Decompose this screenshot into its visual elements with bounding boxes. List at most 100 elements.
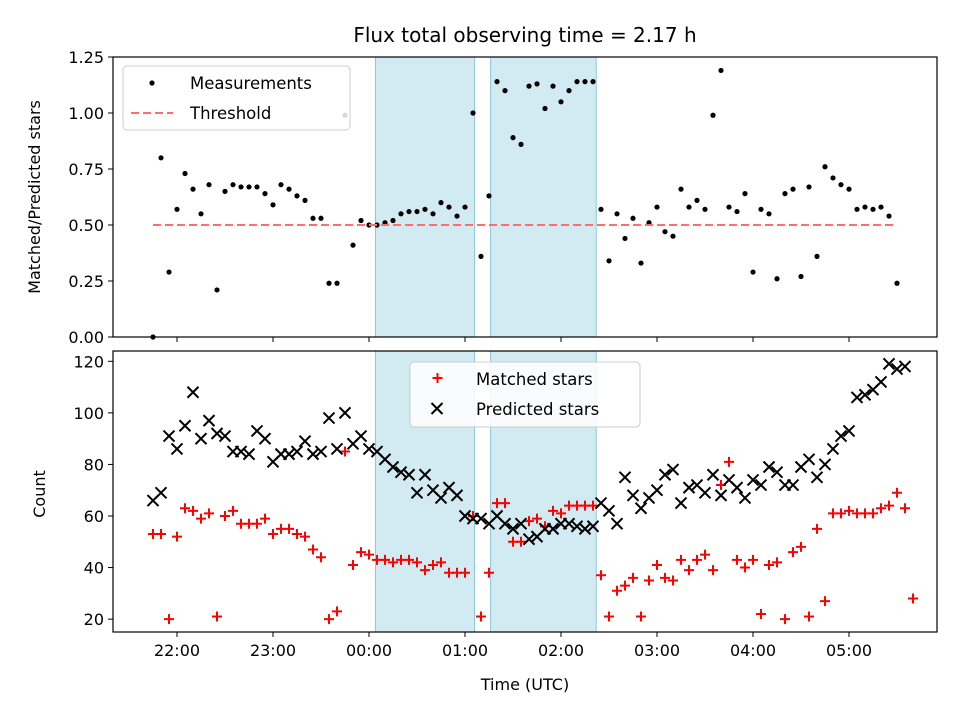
x-tick-label: 01:00 xyxy=(442,641,488,660)
matched-star-point xyxy=(836,508,846,519)
measurement-point xyxy=(558,99,564,105)
bottom-legend-box xyxy=(409,361,641,428)
predicted-star-point xyxy=(314,445,328,458)
y-tick-label: 0.75 xyxy=(68,160,104,179)
measurement-point xyxy=(622,235,628,242)
matched-star-point xyxy=(652,559,662,570)
bottom-legend: Matched stars Predicted stars xyxy=(409,361,641,428)
y-tick-label: 60 xyxy=(84,507,104,526)
measurement-point xyxy=(750,269,756,275)
measurement-point xyxy=(774,276,780,282)
predicted-star-point xyxy=(818,458,832,471)
legend-matched-marker xyxy=(432,373,443,383)
measurement-point xyxy=(494,79,500,85)
matched-star-point xyxy=(740,562,750,573)
x-tick-label: 05:00 xyxy=(826,641,872,660)
matched-star-point xyxy=(404,554,414,565)
measurement-point xyxy=(302,197,308,203)
x-tick-label: 22:00 xyxy=(154,641,200,660)
measurement-point xyxy=(526,83,532,89)
measurement-point xyxy=(318,215,324,221)
y-tick-label: 120 xyxy=(73,352,104,371)
measurement-point xyxy=(790,186,796,192)
matched-star-point xyxy=(644,575,654,586)
predicted-star-point xyxy=(786,478,800,492)
matched-star-point xyxy=(252,518,262,529)
predicted-star-point xyxy=(650,484,664,497)
matched-star-point xyxy=(324,614,334,625)
measurement-point xyxy=(190,186,196,192)
top-plot-frame xyxy=(112,56,938,338)
matched-star-point xyxy=(788,547,798,558)
measurement-point xyxy=(654,204,660,210)
predicted-star-point xyxy=(562,517,576,530)
predicted-star-point xyxy=(618,471,632,484)
matched-star-point xyxy=(780,614,790,625)
y-tick-label: 0.00 xyxy=(68,328,104,347)
predicted-star-point xyxy=(522,532,536,546)
predicted-star-point xyxy=(634,502,648,515)
matched-star-point xyxy=(700,549,710,560)
predicted-star-point xyxy=(322,411,336,425)
matched-star-point xyxy=(620,580,630,591)
matched-star-point xyxy=(436,557,446,568)
matched-star-point xyxy=(180,503,190,514)
x-tick-label: 23:00 xyxy=(250,641,296,660)
bottom-panel: 20 40 60 80 100 120 22:00 23:00 00:00 01:00 02:00… xyxy=(30,350,938,694)
measurement-point xyxy=(886,213,892,219)
measurement-point xyxy=(710,112,716,118)
predicted-star-point xyxy=(714,489,728,502)
bottom-plot-frame xyxy=(112,350,938,633)
y-tick-label: 80 xyxy=(84,455,104,474)
legend-threshold-label: Threshold xyxy=(189,104,271,123)
measurement-point xyxy=(270,202,276,208)
matched-star-point xyxy=(796,541,806,552)
matched-star-point xyxy=(756,608,766,619)
matched-star-point xyxy=(708,565,718,576)
predicted-star-point xyxy=(450,489,464,502)
measurement-point xyxy=(182,170,188,177)
measurement-point xyxy=(766,211,772,217)
measurement-point xyxy=(246,184,252,190)
measurement-point xyxy=(478,253,484,259)
measurement-point xyxy=(214,287,220,293)
predicted-star-point xyxy=(610,517,624,530)
measurement-point xyxy=(870,206,876,212)
legend-measurements-marker xyxy=(149,80,155,86)
predicted-star-point xyxy=(194,432,208,445)
y-tick-label: 0.25 xyxy=(68,272,104,291)
measurement-point xyxy=(894,280,900,286)
matched-star-point xyxy=(764,559,774,570)
top-panel: 0.00 0.25 0.50 0.75 1.00 1.25 Flux total obse… xyxy=(25,23,938,347)
measurement-point xyxy=(638,260,644,266)
predicted-star-point xyxy=(434,491,448,505)
predicted-star-point xyxy=(306,447,320,461)
predicted-star-point xyxy=(186,386,200,399)
matched-star-point xyxy=(348,559,358,570)
matched-star-point xyxy=(908,593,918,604)
matched-star-point xyxy=(156,529,166,540)
matched-star-point xyxy=(732,554,742,565)
shaded-interval-1 xyxy=(374,56,476,338)
predicted-star-point xyxy=(290,445,304,458)
measurement-point xyxy=(550,83,556,89)
predicted-star-point xyxy=(570,520,584,533)
measurement-point xyxy=(590,79,596,85)
bottom-y-ticks: 20 40 60 80 100 120 xyxy=(73,352,113,629)
matched-star-point xyxy=(748,554,758,565)
measurement-point xyxy=(862,204,868,210)
predicted-star-point xyxy=(338,406,352,420)
measurement-point xyxy=(758,206,764,212)
top-legend-box xyxy=(122,65,351,131)
matched-star-point xyxy=(516,536,526,547)
y-tick-label: 0.50 xyxy=(68,216,104,235)
bottom-y-axis-label: Count xyxy=(30,470,49,518)
predicted-star-point xyxy=(810,471,824,484)
predicted-star-point xyxy=(666,463,680,476)
measurement-point xyxy=(630,215,636,221)
measurement-point xyxy=(502,88,508,94)
predicted-star-point xyxy=(298,435,312,448)
measurement-point xyxy=(174,206,180,212)
matched-star-point xyxy=(188,505,198,516)
